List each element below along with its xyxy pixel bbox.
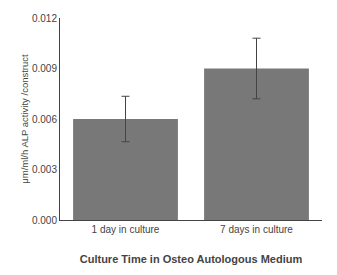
svg-text:0.003: 0.003 — [32, 164, 57, 175]
svg-text:0.009: 0.009 — [32, 63, 57, 74]
svg-text:0.006: 0.006 — [32, 114, 57, 125]
svg-text:Culture Time in Osteo Autologo: Culture Time in Osteo Autologous Medium — [80, 253, 303, 265]
svg-text:1 day in culture: 1 day in culture — [92, 224, 160, 235]
svg-text:0.012: 0.012 — [32, 13, 57, 24]
svg-text:μm/ml/h ALP activity /construc: μm/ml/h ALP activity /construct — [19, 54, 30, 184]
svg-text:7 days in culture: 7 days in culture — [220, 224, 293, 235]
svg-text:0.000: 0.000 — [32, 215, 57, 226]
